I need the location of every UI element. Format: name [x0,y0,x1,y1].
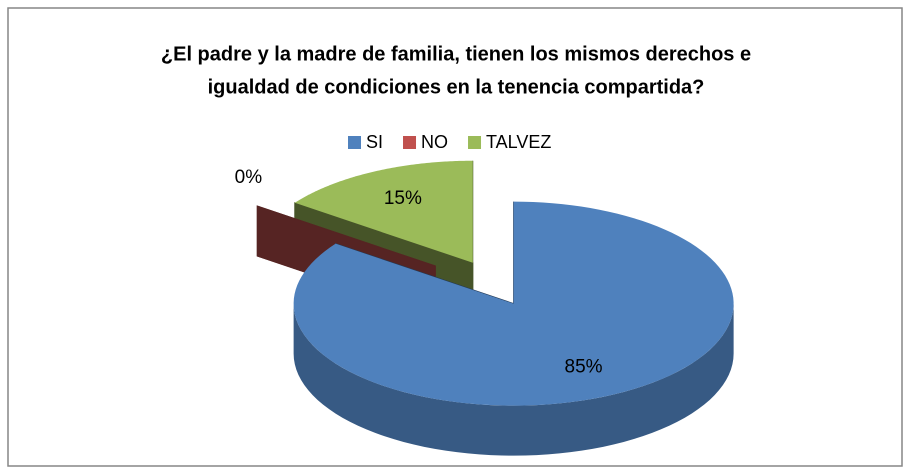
slice-wall [293,303,734,456]
chart-title: ¿El padre y la madre de familia, tienen … [161,43,751,65]
legend-label: TALVEZ [486,132,551,152]
slice-top [294,160,473,263]
data-label: 15% [384,188,422,209]
data-label: 85% [565,356,603,377]
legend-swatch [403,136,417,149]
slice-top [293,201,734,406]
legend-label: NO [421,132,448,152]
data-label: 0% [235,167,263,188]
chart-title: igualdad de condiciones en la tenencia c… [208,76,705,98]
legend-swatch [468,136,482,149]
legend-label: SI [366,132,383,152]
legend-swatch [348,136,361,149]
